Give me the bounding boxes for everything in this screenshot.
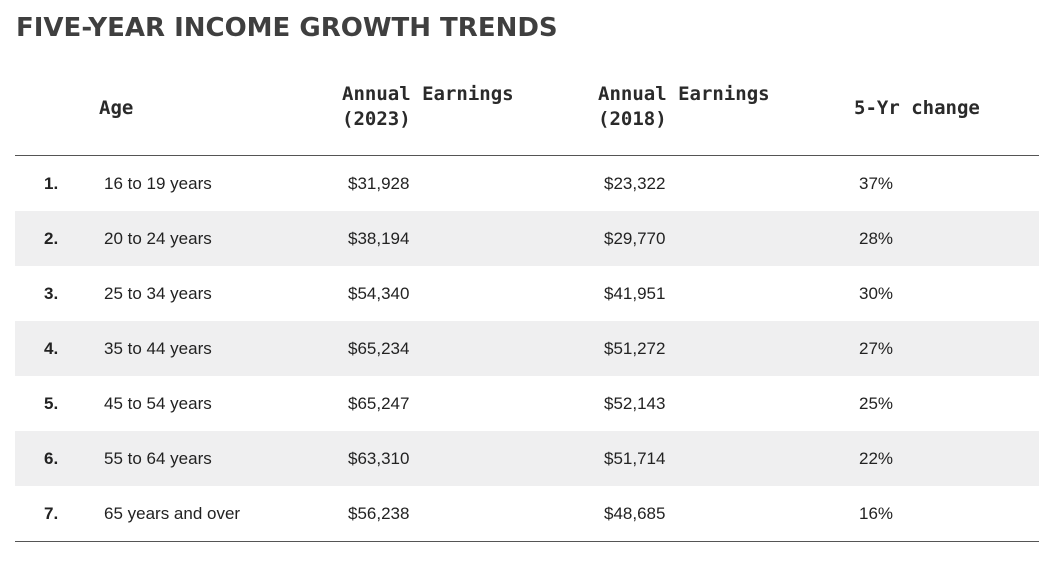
earnings-2023-cell: $65,234 bbox=[348, 339, 410, 358]
earnings-2018-cell: $51,272 bbox=[604, 339, 666, 358]
earnings-2023-cell: $63,310 bbox=[348, 449, 410, 468]
page-title: FIVE-YEAR INCOME GROWTH TRENDS bbox=[16, 13, 558, 43]
header-age: Age bbox=[99, 97, 134, 119]
earnings-2023-cell: $54,340 bbox=[348, 284, 410, 303]
age-cell: 16 to 19 years bbox=[104, 174, 212, 193]
header-earnings-2023: Annual Earnings (2023) bbox=[342, 83, 514, 130]
earnings-2023-cell: $38,194 bbox=[348, 229, 410, 248]
table-row: 3. 25 to 34 years $54,340 $41,951 30% bbox=[15, 266, 1039, 321]
table-row: 5. 45 to 54 years $65,247 $52,143 25% bbox=[15, 376, 1039, 431]
row-number: 1. bbox=[44, 174, 59, 193]
earnings-2018-cell: $23,322 bbox=[604, 174, 666, 193]
change-cell: 27% bbox=[859, 339, 894, 358]
age-cell: 25 to 34 years bbox=[104, 284, 212, 303]
change-cell: 25% bbox=[859, 394, 894, 413]
age-cell: 65 years and over bbox=[104, 504, 241, 523]
age-cell: 45 to 54 years bbox=[104, 394, 212, 413]
change-cell: 22% bbox=[859, 449, 894, 468]
change-cell: 28% bbox=[859, 229, 894, 248]
table-row: 2. 20 to 24 years $38,194 $29,770 28% bbox=[15, 211, 1039, 266]
row-number: 4. bbox=[44, 339, 59, 358]
age-cell: 35 to 44 years bbox=[104, 339, 212, 358]
earnings-2023-cell: $56,238 bbox=[348, 504, 410, 523]
age-cell: 55 to 64 years bbox=[104, 449, 212, 468]
earnings-2018-cell: $51,714 bbox=[604, 449, 666, 468]
table-row: 4. 35 to 44 years $65,234 $51,272 27% bbox=[15, 321, 1039, 376]
change-cell: 30% bbox=[859, 284, 894, 303]
table-header: Age Annual Earnings (2023) Annual Earnin… bbox=[15, 60, 1039, 156]
row-number: 3. bbox=[44, 284, 59, 303]
earnings-2018-cell: $52,143 bbox=[604, 394, 666, 413]
row-number: 7. bbox=[44, 504, 59, 523]
header-5yr-change: 5-Yr change bbox=[854, 97, 980, 119]
income-table: Age Annual Earnings (2023) Annual Earnin… bbox=[15, 60, 1039, 542]
row-number: 5. bbox=[44, 394, 59, 413]
table-row: 1. 16 to 19 years $31,928 $23,322 37% bbox=[15, 156, 1039, 211]
earnings-2018-cell: $29,770 bbox=[604, 229, 666, 248]
table-row: 7. 65 years and over $56,238 $48,685 16% bbox=[15, 486, 1039, 542]
change-cell: 37% bbox=[859, 174, 894, 193]
row-number: 2. bbox=[44, 229, 59, 248]
earnings-2018-cell: $41,951 bbox=[604, 284, 666, 303]
header-earnings-2018: Annual Earnings (2018) bbox=[598, 83, 770, 130]
table-row: 6. 55 to 64 years $63,310 $51,714 22% bbox=[15, 431, 1039, 486]
age-cell: 20 to 24 years bbox=[104, 229, 212, 248]
earnings-2023-cell: $65,247 bbox=[348, 394, 410, 413]
change-cell: 16% bbox=[859, 504, 894, 523]
earnings-2023-cell: $31,928 bbox=[348, 174, 410, 193]
earnings-2018-cell: $48,685 bbox=[604, 504, 666, 523]
row-number: 6. bbox=[44, 449, 59, 468]
